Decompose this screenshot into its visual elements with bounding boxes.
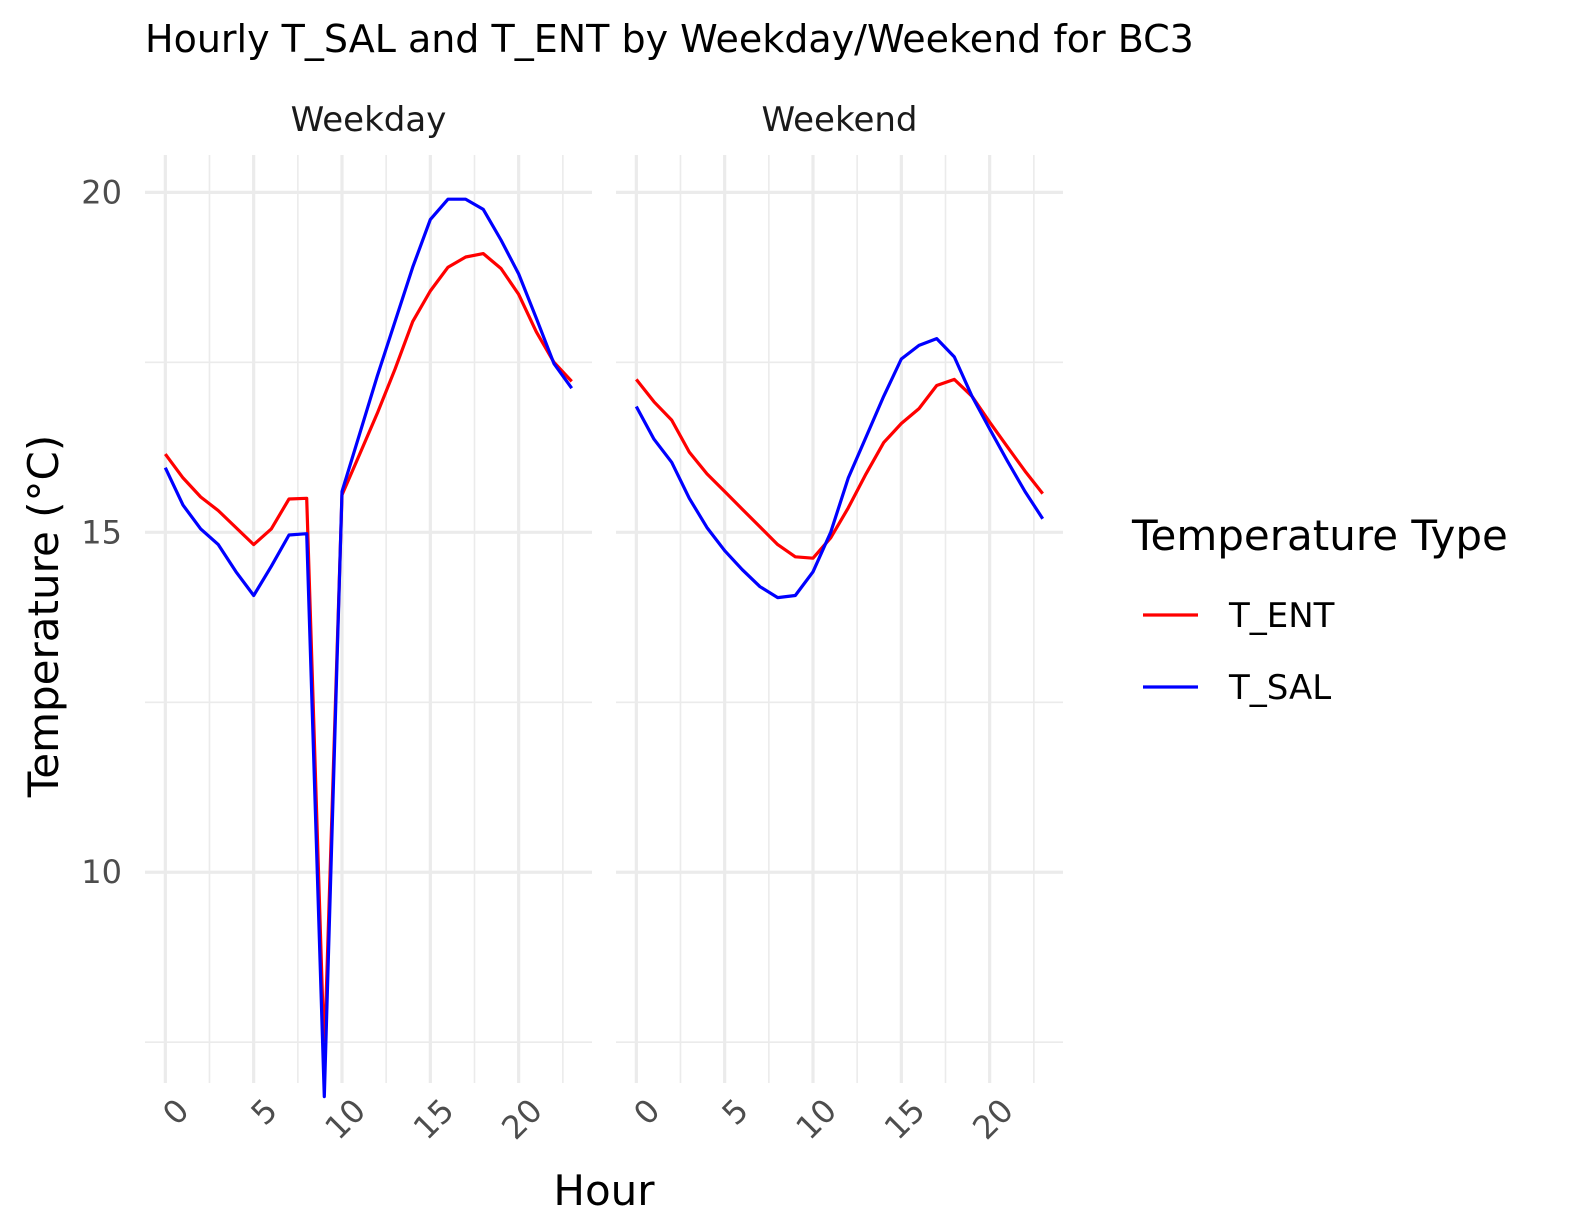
legend-label: T_SAL (1228, 668, 1331, 708)
facet-panel-weekend: Weekend 0 5 10 15 20 (616, 100, 1063, 1147)
y-tick-label: 20 (81, 173, 122, 211)
facet-strip-label: Weekday (291, 100, 447, 140)
x-tick-label: 5 (244, 1091, 285, 1132)
y-tick-label: 10 (81, 853, 122, 891)
facet-panel-weekday: Weekday 0 5 10 15 20 (145, 100, 592, 1147)
facet-strip-label: Weekend (762, 100, 918, 140)
x-tick-label: 0 (626, 1091, 667, 1132)
y-axis-title: Temperature (°C) (19, 435, 68, 799)
facet-panels: Weekday 0 5 10 15 20 Weekend 0 5 10 15 20 10 15 20 (81, 100, 1063, 1147)
x-axis-title: Hour (553, 1166, 655, 1215)
x-tick-label: 10 (788, 1091, 844, 1147)
y-tick-label: 15 (81, 513, 122, 551)
legend: Temperature Type T_ENT T_SAL (1131, 511, 1508, 708)
x-tick-label: 20 (965, 1091, 1021, 1147)
chart-title: Hourly T_SAL and T_ENT by Weekday/Weeken… (145, 17, 1194, 61)
series-line-t-sal (163, 197, 573, 1099)
x-tick-label: 15 (406, 1091, 462, 1147)
x-tick-label: 15 (877, 1091, 933, 1147)
series-line-t-ent (164, 252, 573, 1058)
legend-title: Temperature Type (1131, 511, 1508, 560)
x-tick-label: 20 (494, 1091, 550, 1147)
x-tick-label: 0 (155, 1091, 196, 1132)
legend-label: T_ENT (1228, 596, 1335, 636)
legend-entries: T_ENT T_SAL (1143, 596, 1335, 708)
x-tick-label: 5 (715, 1091, 756, 1132)
x-tick-label: 10 (317, 1091, 373, 1147)
series-line-t-sal (634, 337, 1045, 600)
